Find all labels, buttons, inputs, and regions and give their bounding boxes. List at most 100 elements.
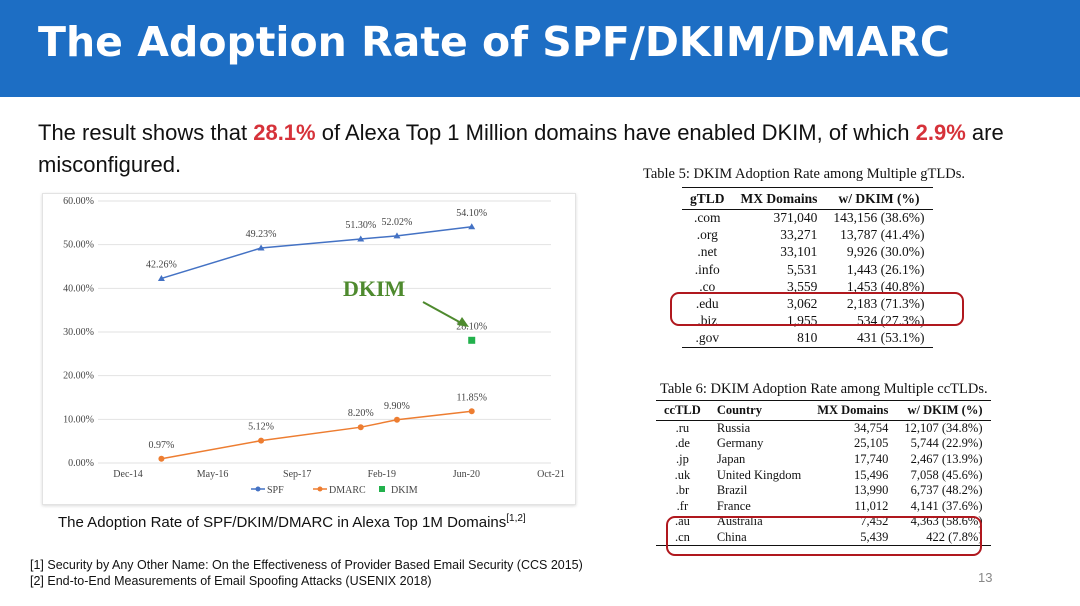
y-tick-label: 20.00% xyxy=(63,371,94,382)
data-label-dmarc: 9.90% xyxy=(384,401,410,412)
data-point-dmarc xyxy=(357,424,364,431)
table5-row: .com 371,040 143,156 (38.6%) xyxy=(682,210,933,227)
table5-cell: 371,040 xyxy=(773,210,818,226)
table6-cell: 5,439 xyxy=(860,529,889,544)
references: [1] Security by Any Other Name: On the E… xyxy=(30,557,583,589)
caption-text: The Adoption Rate of SPF/DKIM/DMARC in A… xyxy=(58,514,507,531)
y-tick-label: 10.00% xyxy=(63,414,94,425)
table5-cell: 33,271 xyxy=(780,227,818,243)
table5-cell: .org xyxy=(696,227,718,243)
data-point-spf xyxy=(257,244,265,251)
table6-cell: 13,990 xyxy=(854,483,889,498)
table6-cell: .uk xyxy=(674,467,691,482)
table6-cell: 6,737 (48.2%) xyxy=(910,483,983,498)
dkim-arrow-shaft xyxy=(422,301,464,325)
table6-cell: .br xyxy=(675,483,690,498)
table6-cell: 15,496 xyxy=(854,467,889,482)
legend-marker-dmarc xyxy=(317,486,323,492)
table6-cell: 12,107 (34.8%) xyxy=(904,421,983,436)
data-point-dkim xyxy=(468,336,476,344)
lead-post: are misconfigured. xyxy=(38,120,1004,177)
table5-cell: .net xyxy=(697,244,718,260)
dkim-annotation: DKIM xyxy=(343,276,406,301)
table6-cell: .cn xyxy=(674,529,690,544)
table6-cell: Russia xyxy=(716,421,751,436)
y-tick-label: 60.00% xyxy=(63,196,94,207)
table6-cell: 422 (7.8%) xyxy=(926,529,983,544)
chart-svg: 0.00% 10.00% 20.00% 30.00% 40.00% 50.00% 60.00… xyxy=(63,196,565,496)
table5-row: .co 3,559 1,453 (40.8%) xyxy=(682,278,933,295)
table5-cell: 431 (53.1%) xyxy=(857,330,925,346)
table6-cell: 7,058 (45.6%) xyxy=(910,467,983,482)
table5-cell: 9,926 (30.0%) xyxy=(846,244,925,260)
series-line-spf xyxy=(161,226,472,280)
y-tick-label: 50.00% xyxy=(63,240,94,251)
table6-cell: .fr xyxy=(676,498,689,513)
table5-row: .edu 3,062 2,183 (71.3%) xyxy=(682,295,933,312)
data-point-spf xyxy=(157,274,165,281)
lead-pre: The result shows that xyxy=(38,120,254,145)
chart-caption: The Adoption Rate of SPF/DKIM/DMARC in A… xyxy=(58,513,526,531)
table6-header: ccTLD xyxy=(664,403,701,417)
table5-cell: 13,787 (41.4%) xyxy=(840,227,925,243)
table6-cell: United Kingdom xyxy=(716,467,802,482)
data-label-dmarc: 11.85% xyxy=(456,392,486,403)
lead-highlight-dkim-rate: 28.1% xyxy=(253,120,316,145)
data-label-dmarc: 5.12% xyxy=(248,422,274,433)
table6-cell: .ru xyxy=(675,421,690,436)
table5-header: gTLD xyxy=(690,190,725,206)
table5-row: .org 33,271 13,787 (41.4%) xyxy=(682,227,933,244)
table6-row: .jp Japan 17,740 2,467 (13.9%) xyxy=(656,452,991,468)
table6-cell: 25,105 xyxy=(854,436,889,451)
table6-cell: France xyxy=(716,498,751,513)
table6-cell: 34,754 xyxy=(854,421,889,436)
table5-row: .info 5,531 1,443 (26.1%) xyxy=(682,261,933,278)
table5-header: MX Domains xyxy=(740,190,818,206)
dkim-arrow-head xyxy=(457,317,469,327)
data-point-spf xyxy=(357,235,365,242)
legend-marker-dkim xyxy=(379,486,385,492)
table5-cell: 143,156 (38.6%) xyxy=(833,210,925,226)
table5-cell: .info xyxy=(694,261,720,277)
table5-cell: 810 xyxy=(797,330,818,346)
table6-cell: 5,744 (22.9%) xyxy=(910,436,983,451)
data-label-spf: 52.02% xyxy=(382,217,413,228)
highlight-box-edu xyxy=(670,292,964,326)
table6-header: Country xyxy=(716,403,762,417)
table6-cell: Japan xyxy=(716,451,746,466)
data-label-spf: 51.30% xyxy=(345,220,376,231)
x-tick-label: Oct-21 xyxy=(537,469,565,480)
data-label-dkim: 28.10% xyxy=(456,321,487,332)
table6-header: w/ DKIM (%) xyxy=(907,403,983,417)
x-tick-label: Jun-20 xyxy=(453,469,480,480)
table6-cell: .jp xyxy=(675,451,689,466)
data-label-dmarc: 8.20% xyxy=(348,408,374,419)
table5-cell: 3,062 xyxy=(787,296,818,312)
highlight-box-au-cn xyxy=(666,516,982,556)
table6-row: .br Brazil 13,990 6,737 (48.2%) xyxy=(656,483,991,499)
table6-row: .fr France 11,012 4,141 (37.6%) xyxy=(656,498,991,514)
table6-title: Table 6: DKIM Adoption Rate among Multip… xyxy=(660,381,988,397)
adoption-chart: 0.00% 10.00% 20.00% 30.00% 40.00% 50.00% 60.00… xyxy=(42,193,576,505)
page-number: 13 xyxy=(978,570,993,585)
data-label-spf: 42.26% xyxy=(146,259,177,270)
data-point-dmarc xyxy=(258,437,265,444)
table5-cell: 1,453 (40.8%) xyxy=(846,278,925,294)
legend-label-spf: SPF xyxy=(267,485,284,496)
data-point-spf xyxy=(468,223,476,230)
table5-title: Table 5: DKIM Adoption Rate among Multip… xyxy=(643,166,965,182)
reference-2: [2] End-to-End Measurements of Email Spo… xyxy=(30,574,432,588)
table5-cell: .edu xyxy=(695,296,719,312)
table6-row: .uk United Kingdom 15,496 7,058 (45.6%) xyxy=(656,467,991,483)
table5-header: w/ DKIM (%) xyxy=(838,190,920,206)
table6-cell: 4,141 (37.6%) xyxy=(910,498,983,513)
table6-header: MX Domains xyxy=(817,403,889,417)
table6-cell: 11,012 xyxy=(854,498,889,513)
table5-row: .net 33,101 9,926 (30.0%) xyxy=(682,244,933,261)
table6-cctld: ccTLD Country MX Domains w/ DKIM (%) .ru… xyxy=(656,400,991,546)
legend-label-dkim: DKIM xyxy=(391,485,418,496)
lead-text: The result shows that 28.1% of Alexa Top… xyxy=(38,117,1038,181)
table6-cell: Brazil xyxy=(716,483,748,498)
data-label-spf: 54.10% xyxy=(456,208,487,219)
y-tick-label: 0.00% xyxy=(68,458,94,469)
